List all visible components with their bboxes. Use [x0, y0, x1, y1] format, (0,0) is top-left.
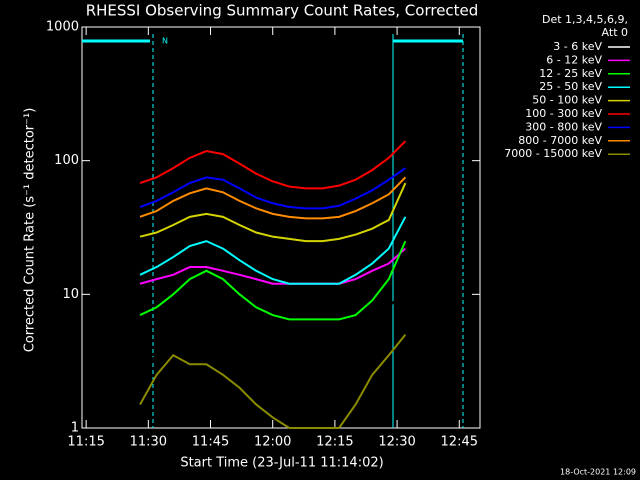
y-tick-label: 10: [62, 287, 79, 302]
legend-label: 300 - 800 keV: [525, 120, 602, 133]
series-line: [139, 176, 407, 220]
legend-label: 25 - 50 keV: [539, 80, 602, 93]
annotation: N: [162, 37, 168, 46]
legend-title: Att 0: [602, 26, 628, 39]
legend-label: 7000 - 15000 keV: [504, 147, 602, 160]
footer: 18-Oct-2021 12:09: [560, 468, 636, 477]
series-line: [139, 333, 407, 429]
x-tick-label: 12:30: [378, 435, 415, 450]
legend-label: 50 - 100 keV: [532, 94, 602, 107]
legend-label: 800 - 7000 keV: [518, 134, 602, 147]
chart-title: RHESSI Observing Summary Count Rates, Co…: [86, 2, 479, 20]
series-line: [139, 140, 407, 190]
legend-label: 6 - 12 keV: [546, 53, 602, 66]
legend-title: Det 1,3,4,5,6,9,: [542, 13, 628, 26]
legend-label: 100 - 300 keV: [525, 107, 602, 120]
x-tick-label: 12:15: [316, 435, 353, 450]
x-axis-label: Start Time (23-Jul-11 11:14:02): [180, 456, 383, 471]
series-line: [139, 167, 406, 210]
legend-label: 12 - 25 keV: [539, 67, 602, 80]
x-tick-label: 12:45: [441, 435, 478, 450]
legend-label: 3 - 6 keV: [553, 40, 602, 53]
plot-frame: [81, 26, 481, 429]
y-tick-label: 1: [71, 421, 79, 436]
x-tick-label: 11:15: [67, 435, 104, 450]
series-line: [139, 282, 407, 372]
series-line: [139, 216, 407, 285]
y-tick-label: 100: [54, 153, 79, 168]
series-line: [139, 182, 407, 243]
x-tick-label: 12:00: [254, 435, 291, 450]
x-tick-label: 11:45: [192, 435, 229, 450]
y-tick-label: 1000: [46, 20, 79, 35]
series-line: [139, 247, 407, 285]
x-tick-label: 11:30: [130, 435, 167, 450]
y-axis-label: Corrected Count Rate (s⁻¹ detector⁻¹): [23, 108, 38, 353]
series-line: [139, 240, 407, 321]
